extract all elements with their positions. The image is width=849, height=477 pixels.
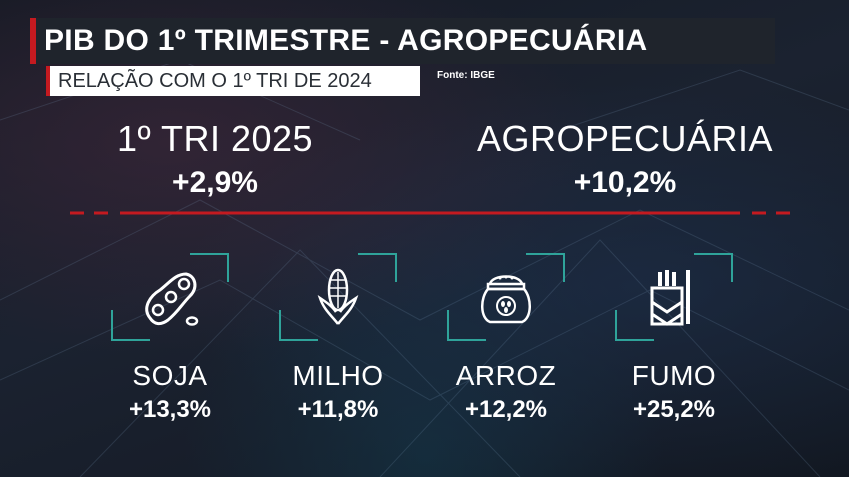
item-soja: SOJA +13,3% bbox=[100, 252, 240, 424]
red-divider bbox=[70, 211, 790, 215]
item-value: +11,8% bbox=[297, 396, 379, 423]
kpi-agro-value: +10,2% bbox=[573, 166, 677, 199]
subtitle-accent bbox=[46, 66, 50, 96]
item-name: FUMO bbox=[631, 360, 717, 391]
item-arroz: ARROZ +12,2% bbox=[436, 252, 576, 424]
item-fumo: FUMO +25,2% bbox=[604, 252, 744, 424]
tobacco-icon bbox=[650, 270, 690, 326]
item-name: SOJA bbox=[132, 360, 208, 391]
item-name: ARROZ bbox=[455, 360, 557, 391]
icon-frame bbox=[446, 252, 566, 342]
title-bar: PIB DO 1º TRIMESTRE - AGROPECUÁRIA bbox=[30, 18, 775, 64]
kpi-agro: AGROPECUÁRIA +10,2% bbox=[470, 118, 780, 200]
icon-frame bbox=[110, 252, 230, 342]
source-note: Fonte: IBGE bbox=[437, 70, 495, 81]
page-subtitle: RELAÇÃO COM O 1º TRI DE 2024 bbox=[58, 69, 372, 92]
subtitle-bar: RELAÇÃO COM O 1º TRI DE 2024 bbox=[46, 66, 420, 96]
title-accent bbox=[30, 18, 36, 64]
kpi-agro-label: AGROPECUÁRIA bbox=[476, 118, 774, 159]
page-title: PIB DO 1º TRIMESTRE - AGROPECUÁRIA bbox=[44, 24, 648, 57]
item-value: +13,3% bbox=[128, 396, 212, 423]
item-milho: MILHO +11,8% bbox=[268, 252, 408, 424]
corn-icon bbox=[317, 268, 359, 325]
icon-frame bbox=[614, 252, 734, 342]
kpi-quarter: 1º TRI 2025 +2,9% bbox=[100, 118, 330, 200]
soybean-icon bbox=[145, 272, 199, 326]
rice-sack-icon bbox=[481, 275, 531, 324]
item-value: +12,2% bbox=[464, 396, 548, 423]
icon-frame bbox=[278, 252, 398, 342]
kpi-quarter-value: +2,9% bbox=[172, 166, 258, 199]
item-name: MILHO bbox=[292, 360, 384, 391]
kpi-quarter-label: 1º TRI 2025 bbox=[116, 118, 314, 159]
item-value: +25,2% bbox=[632, 396, 716, 423]
